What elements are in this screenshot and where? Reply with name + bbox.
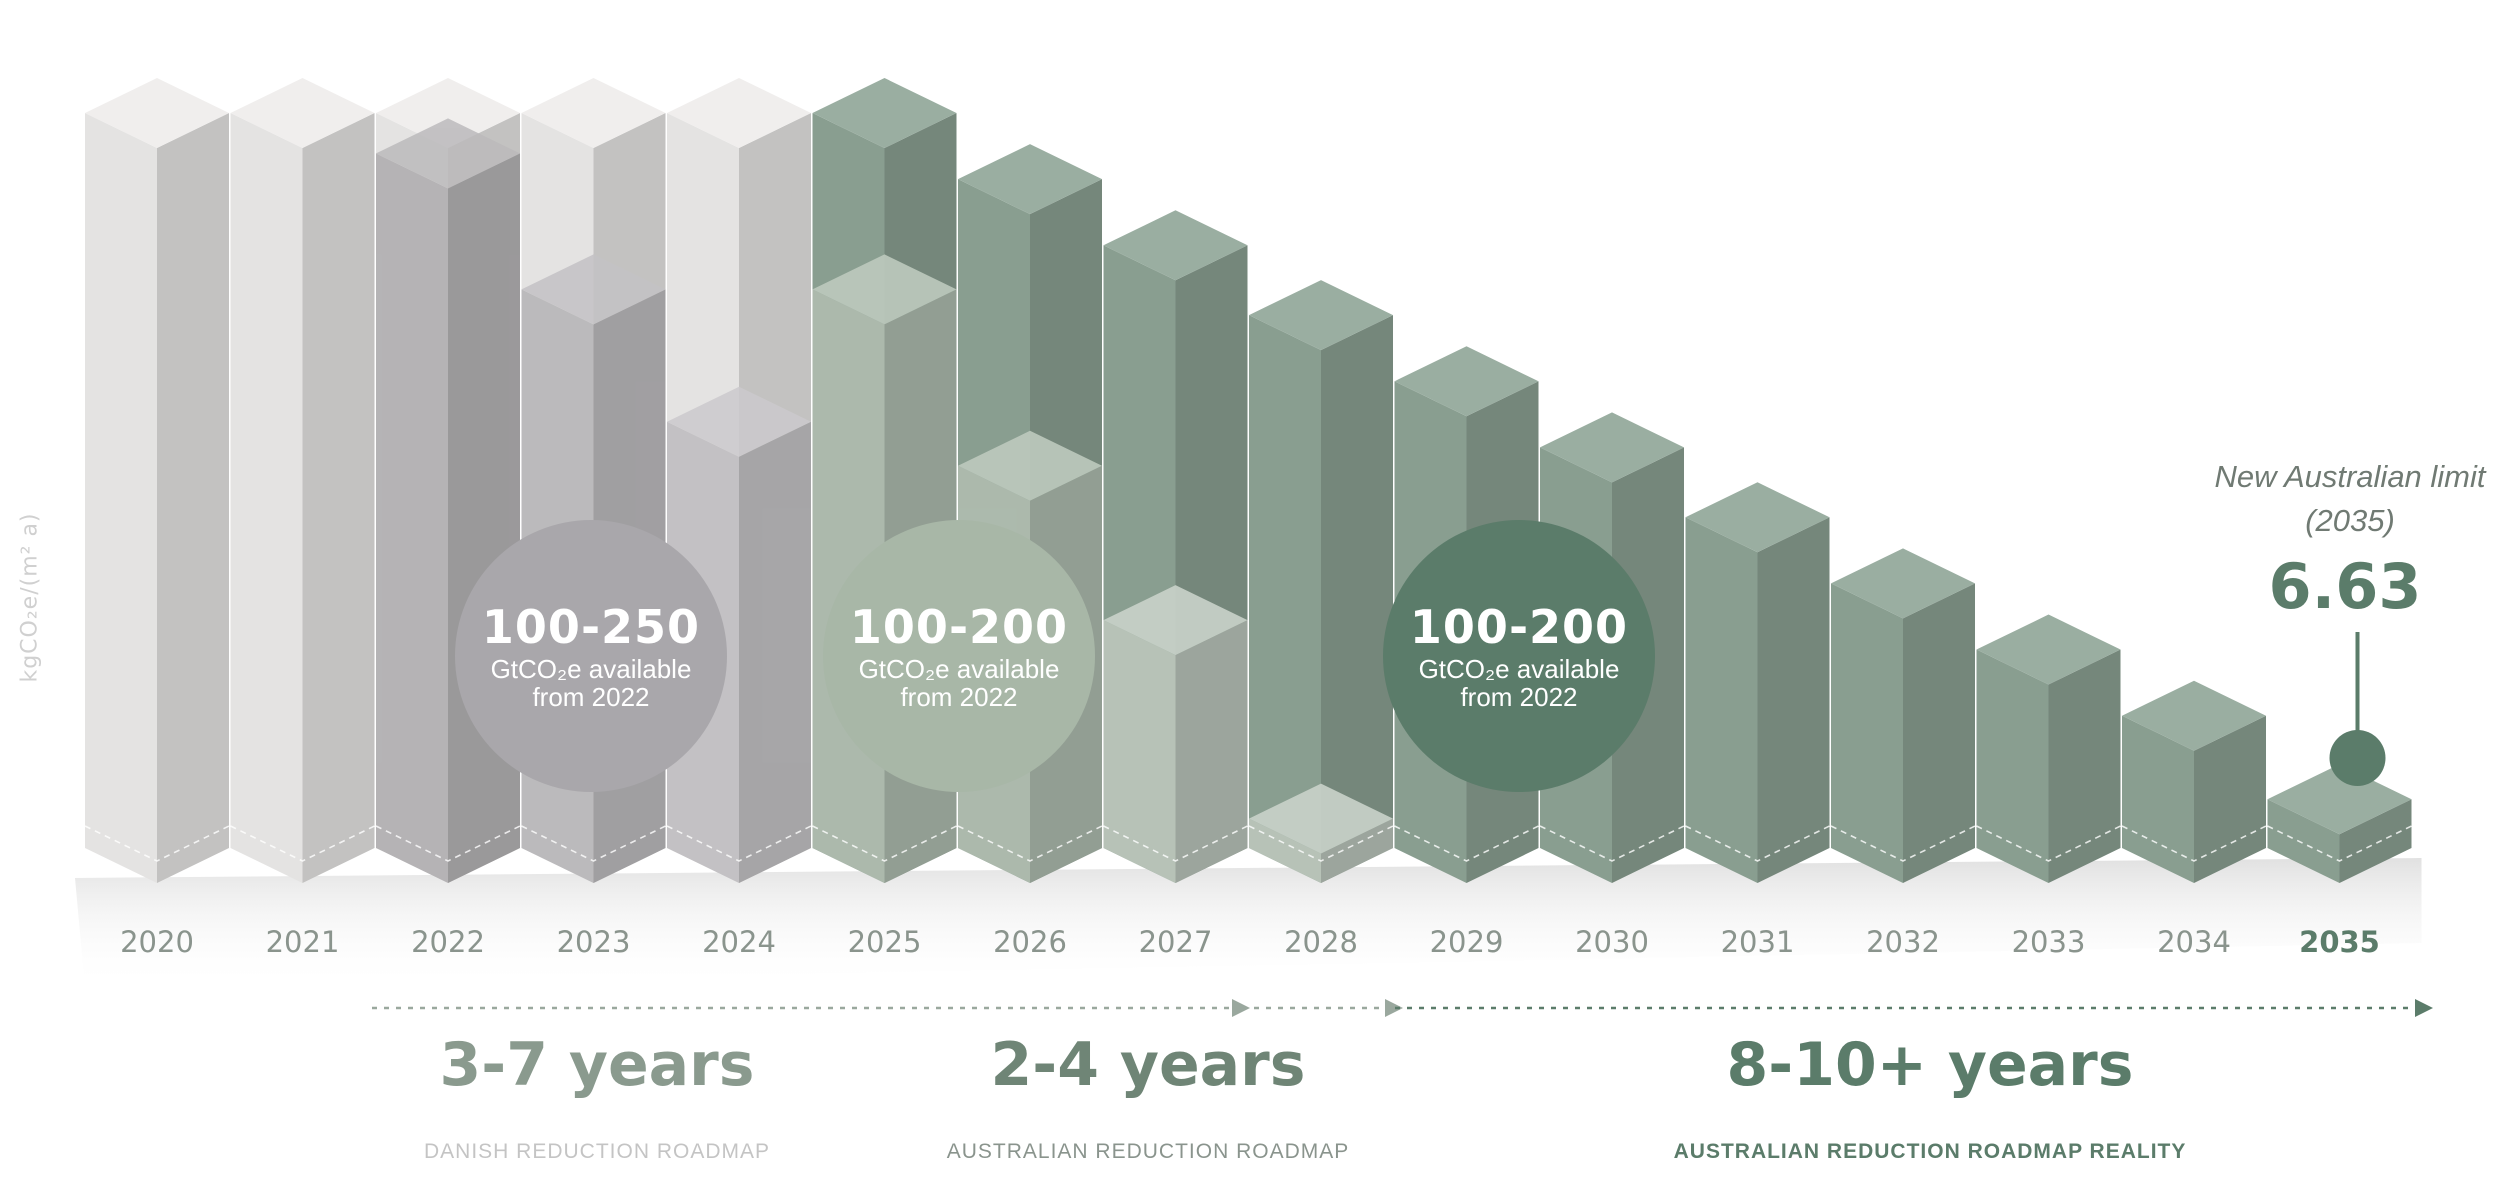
x-tick-label: 2032: [1866, 925, 1940, 959]
roadmap-arrow-head: [1232, 999, 1250, 1017]
overlay-bar-2022: [375, 118, 521, 884]
overlay-bar-2028: [1248, 783, 1394, 883]
bar-2035: [2267, 764, 2412, 883]
bar-2028: [1248, 280, 1394, 883]
y-axis-label: kgCO₂e/(m² a): [17, 512, 43, 683]
budget-value: 100-200: [1409, 600, 1629, 654]
x-tick-label: 2020: [120, 925, 194, 959]
budget-value: 100-250: [481, 600, 701, 654]
x-tick-label: 2033: [2011, 925, 2086, 959]
roadmap-arrows: [372, 999, 2433, 1017]
bar-2033: [1976, 614, 2121, 883]
x-tick-label: 2035: [2299, 925, 2380, 959]
budget-unit: GtCO₂e available: [1418, 654, 1620, 684]
period-label-australian: 2-4 years: [990, 1030, 1306, 1100]
carbon-budget-circle-australian: 100-200 GtCO₂e available from 2022: [823, 520, 1095, 792]
carbon-budget-circle-reality: 100-200 GtCO₂e available from 2022: [1383, 520, 1655, 792]
budget-unit: GtCO₂e available: [858, 654, 1060, 684]
bar-2021: [230, 78, 375, 883]
x-tick-label: 2034: [2157, 925, 2231, 959]
x-tick-label: 2030: [1575, 925, 1649, 959]
overlay-bar-2027: [1103, 585, 1248, 883]
budget-from: from 2022: [1460, 682, 1578, 712]
x-tick-label: 2026: [993, 925, 1067, 959]
period-label-danish: 3-7 years: [439, 1030, 755, 1100]
x-tick-label: 2031: [1720, 925, 1795, 959]
carbon-budget-circle-danish: 100-250 GtCO₂e available from 2022: [455, 520, 727, 792]
x-tick-label: 2021: [265, 925, 340, 959]
bar-2032: [1830, 548, 1976, 883]
x-tick-label: 2024: [702, 925, 776, 959]
roadmap-label-danish: DANISH REDUCTION ROADMAP: [423, 1140, 771, 1163]
x-tick-label: 2022: [411, 925, 485, 959]
x-tick-label: 2025: [847, 925, 922, 959]
limit-marker-dot: [2329, 730, 2386, 786]
limit-title: New Australian limit (2035): [2180, 455, 2500, 543]
bar-2034: [2121, 680, 2267, 883]
limit-title-line2: (2035): [2305, 503, 2395, 538]
limit-title-line1: New Australian limit: [2214, 459, 2486, 494]
bar-2031: [1685, 482, 1830, 883]
budget-from: from 2022: [900, 682, 1018, 712]
bar-2020: [84, 78, 230, 883]
limit-value: 6.63: [2268, 550, 2422, 623]
budget-unit: GtCO₂e available: [490, 654, 692, 684]
period-label-reality: 8-10+ years: [1726, 1030, 2134, 1100]
budget-value: 100-200: [849, 600, 1069, 654]
x-tick-label: 2028: [1284, 925, 1358, 959]
roadmap-arrow-head: [2415, 999, 2433, 1017]
roadmap-label-reality: AUSTRALIAN REDUCTION ROADMAP REALITY: [1673, 1140, 2187, 1163]
x-tick-label: 2027: [1138, 925, 1213, 959]
roadmap-arrow-head: [1385, 999, 1403, 1017]
x-tick-label: 2029: [1429, 925, 1504, 959]
roadmap-label-australian: AUSTRALIAN REDUCTION ROADMAP: [946, 1140, 1350, 1163]
budget-from: from 2022: [532, 682, 650, 712]
bar-shadow: [75, 858, 2422, 988]
x-tick-label: 2023: [556, 925, 631, 959]
